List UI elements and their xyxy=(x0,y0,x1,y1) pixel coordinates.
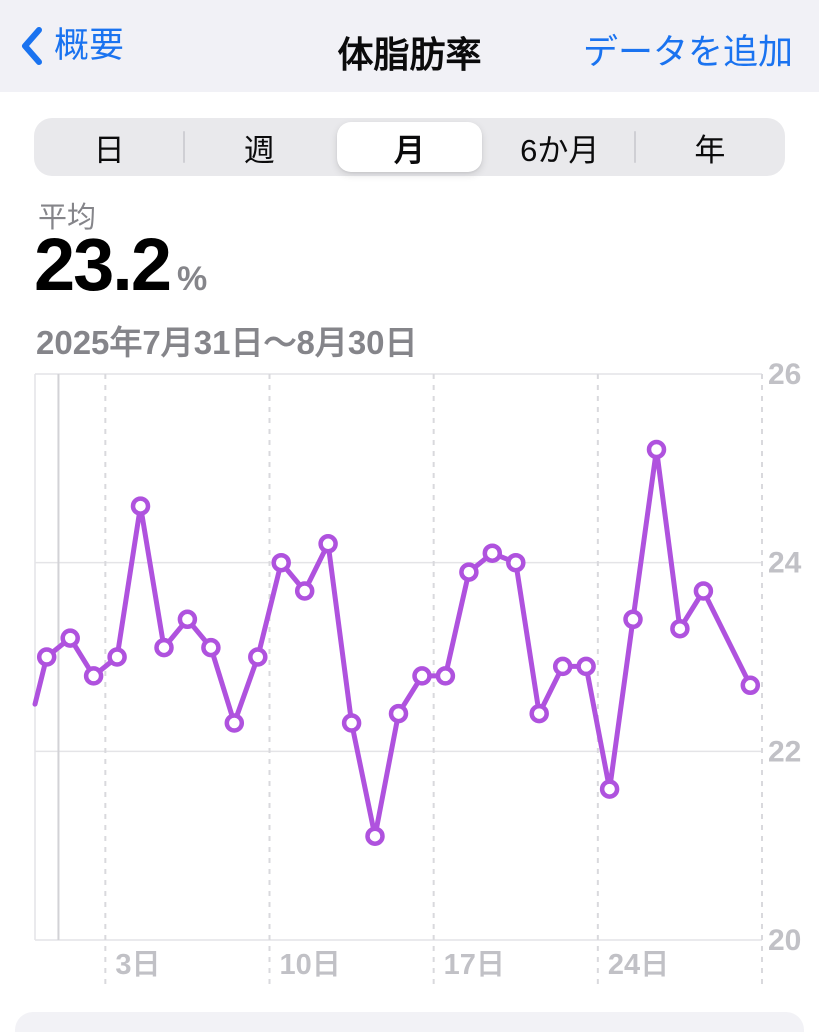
date-range-label: 2025年7月31日〜8月30日 xyxy=(36,324,418,361)
data-point[interactable] xyxy=(506,552,526,573)
segment-divider xyxy=(633,131,636,163)
data-point[interactable] xyxy=(482,543,503,563)
nav-bar: 概要 体脂肪率 データを追加 xyxy=(0,0,819,92)
data-point[interactable] xyxy=(271,552,291,573)
chevron-left-icon xyxy=(20,25,44,67)
chart-canvas[interactable]: 26 24 22 20 3日 10日 17日 24日 xyxy=(0,360,819,1012)
data-point[interactable] xyxy=(576,656,596,677)
data-point[interactable] xyxy=(529,703,549,724)
data-point[interactable] xyxy=(740,675,761,696)
data-point[interactable] xyxy=(388,703,409,724)
data-point[interactable] xyxy=(60,628,80,648)
segment-month[interactable]: 月 xyxy=(394,132,425,168)
data-point[interactable] xyxy=(294,581,315,601)
data-point[interactable] xyxy=(36,647,57,667)
y-axis-label: 24 xyxy=(768,547,802,580)
data-point[interactable] xyxy=(248,647,268,667)
data-point[interactable] xyxy=(83,666,104,686)
data-point[interactable] xyxy=(693,581,714,601)
x-axis-label: 10日 xyxy=(280,949,341,981)
segment-6months[interactable]: 6か月 xyxy=(520,132,600,168)
segment-selected-pill xyxy=(337,122,482,172)
data-point[interactable] xyxy=(107,647,127,667)
data-point[interactable] xyxy=(177,609,198,630)
average-label: 平均 xyxy=(38,202,97,234)
data-point[interactable] xyxy=(341,713,362,733)
data-point[interactable] xyxy=(318,534,338,554)
data-point[interactable] xyxy=(130,496,151,516)
x-axis-label: 3日 xyxy=(115,949,160,981)
body-fat-chart[interactable]: 26 24 22 20 3日 10日 17日 24日 xyxy=(0,360,819,1012)
data-point[interactable] xyxy=(154,637,174,658)
x-axis-label: 24日 xyxy=(608,949,669,981)
data-point[interactable] xyxy=(552,656,573,677)
back-button[interactable]: 概要 xyxy=(20,22,124,70)
segment-day[interactable]: 日 xyxy=(93,132,125,168)
data-point[interactable] xyxy=(201,637,221,658)
page-title: 体脂肪率 xyxy=(337,34,482,75)
back-button-label: 概要 xyxy=(54,26,125,65)
data-point[interactable] xyxy=(670,618,690,639)
y-axis-label: 26 xyxy=(768,360,801,391)
data-point[interactable] xyxy=(599,779,620,799)
data-point[interactable] xyxy=(365,826,385,846)
data-point[interactable] xyxy=(435,666,456,686)
data-point[interactable] xyxy=(224,713,245,733)
data-point[interactable] xyxy=(623,609,643,630)
y-axis-label: 22 xyxy=(768,735,801,768)
add-data-button[interactable]: データを追加 xyxy=(582,33,793,72)
average-unit: % xyxy=(177,260,208,298)
y-axis-label: 20 xyxy=(768,924,801,957)
data-point[interactable] xyxy=(412,666,432,686)
segment-year[interactable]: 年 xyxy=(694,132,726,168)
next-section-card xyxy=(15,1012,804,1032)
segment-divider xyxy=(183,131,186,163)
segment-week[interactable]: 週 xyxy=(243,132,275,168)
average-value-row: 23.2 % xyxy=(34,222,207,308)
data-point[interactable] xyxy=(459,562,479,582)
period-segmented-control: 日 週 月 6か月 年 xyxy=(34,118,785,176)
average-value: 23.2 xyxy=(34,223,172,306)
data-point[interactable] xyxy=(646,439,667,460)
x-axis-label: 17日 xyxy=(444,949,505,981)
